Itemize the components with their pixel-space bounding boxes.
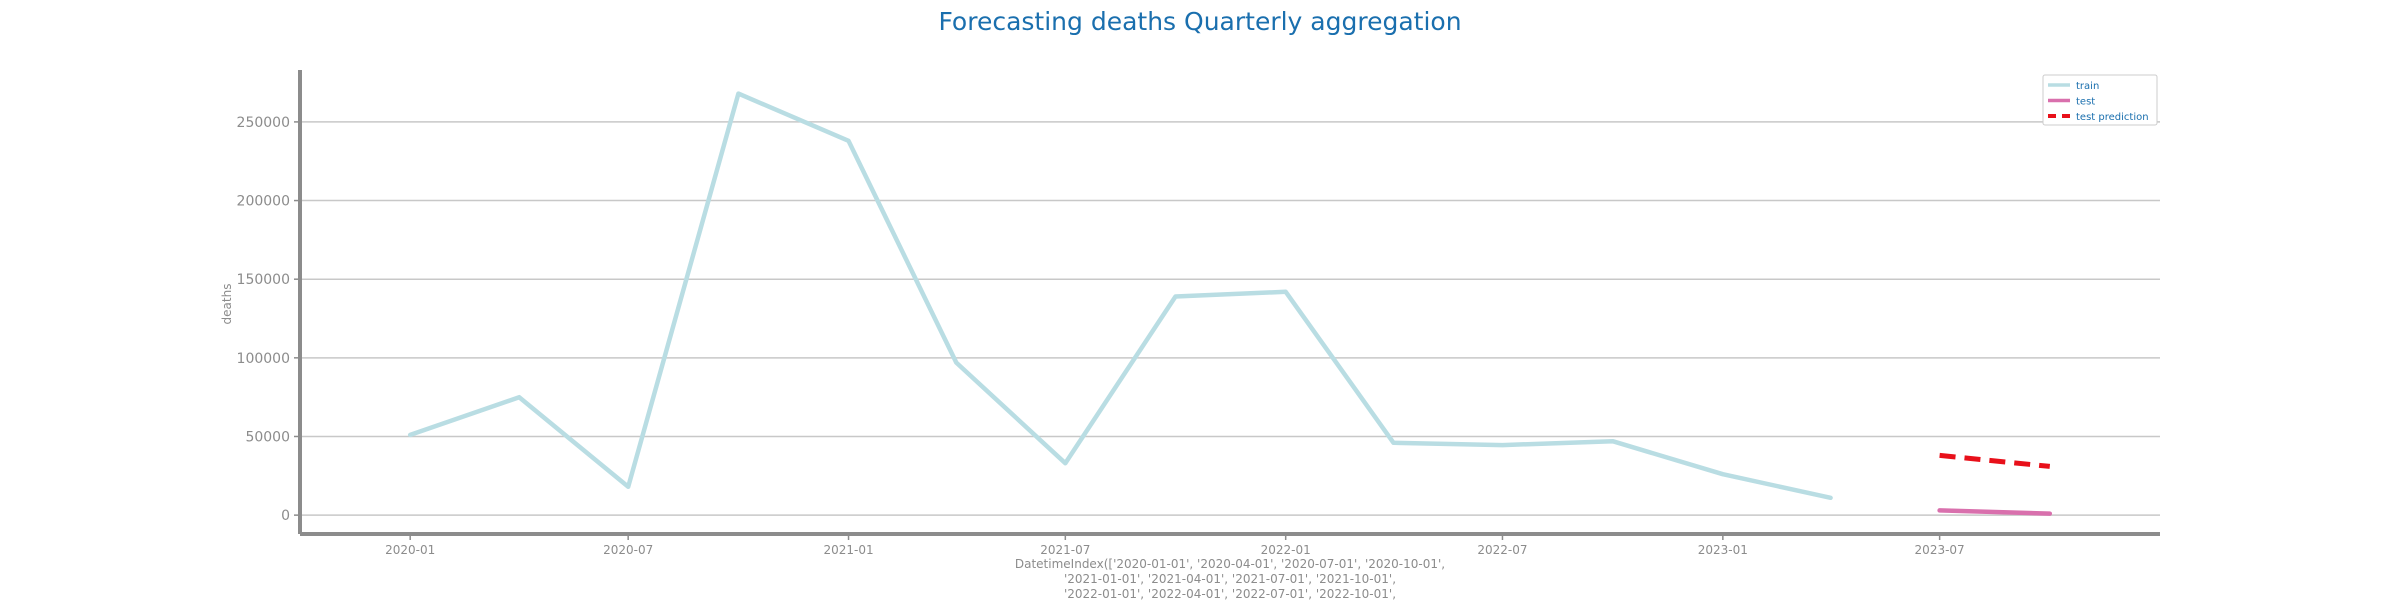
x-tick-label: 2020-01 xyxy=(385,543,435,557)
legend-label: train xyxy=(2076,81,2099,92)
x-tick-label: 2021-07 xyxy=(1040,543,1090,557)
y-tick-label: 200000 xyxy=(237,194,290,210)
legend-label: test prediction xyxy=(2076,112,2149,123)
y-tick-label: 50000 xyxy=(245,429,290,445)
x-tick-label: 2021-01 xyxy=(823,543,873,557)
y-tick-label: 100000 xyxy=(237,351,290,367)
x-axis-label-line: DatetimeIndex(['2020-01-01', '2020-04-01… xyxy=(1015,557,1445,571)
x-axis-label-line: '2022-01-01', '2022-04-01', '2022-07-01'… xyxy=(1064,587,1396,600)
y-tick-labels: 0 50000 100000 150000 200000 250000 xyxy=(237,115,290,524)
y-tick-label: 250000 xyxy=(237,115,290,131)
x-tick-labels: 2020-01 2020-07 2021-01 2021-07 2022-01 2022-… xyxy=(385,534,1965,557)
series-lines xyxy=(407,91,2053,516)
x-tick-label: 2022-01 xyxy=(1261,543,1311,557)
series-line-test-prediction xyxy=(1939,452,2051,469)
legend-frame xyxy=(2042,74,2158,126)
grid-lines xyxy=(294,121,2160,516)
legend: train test test prediction xyxy=(2042,74,2158,126)
y-tick-label: 150000 xyxy=(237,272,290,288)
x-tick-label: 2023-07 xyxy=(1915,543,1965,557)
x-tick-label: 2020-07 xyxy=(603,543,653,557)
x-tick-label: 2022-07 xyxy=(1477,543,1527,557)
chart-title: Forecasting deaths Quarterly aggregation xyxy=(938,7,1461,36)
x-axis-label-line: '2021-01-01', '2021-04-01', '2021-07-01'… xyxy=(1064,572,1396,586)
x-tick-label: 2023-01 xyxy=(1698,543,1748,557)
series-line-train xyxy=(407,91,1833,501)
series-line-test xyxy=(1937,508,2053,516)
axes xyxy=(298,70,2160,536)
legend-label: test xyxy=(2076,97,2095,108)
x-axis-label: DatetimeIndex(['2020-01-01', '2020-04-01… xyxy=(1015,557,1445,600)
y-axis-label: deaths xyxy=(220,284,234,325)
y-tick-label: 0 xyxy=(281,508,290,524)
